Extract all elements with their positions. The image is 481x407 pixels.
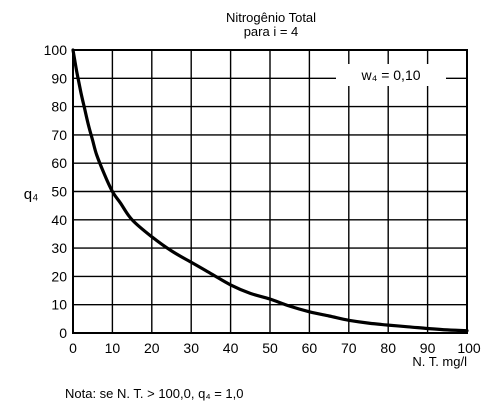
chart-subtitle: para i = 4	[244, 24, 299, 39]
q4-curve	[71, 48, 469, 333]
annotation-background	[336, 64, 446, 86]
chart-title: Nitrogênio Total	[226, 10, 316, 25]
x-tick-label: 40	[223, 340, 239, 356]
x-axis-label: N. T. mg/l	[412, 354, 467, 369]
weight-annotation: w₄ = 0,10	[360, 67, 420, 83]
x-tick-label: 60	[302, 340, 318, 356]
chart-note: Nota: se N. T. > 100,0, q₄ = 1,0	[65, 386, 244, 401]
y-tick-label: 50	[51, 184, 67, 200]
y-tick-label: 70	[51, 127, 67, 143]
x-tick-label: 70	[341, 340, 357, 356]
y-tick-label: 0	[59, 325, 67, 341]
y-tick-label: 30	[51, 240, 67, 256]
tick-labels: 0 10 20 30 40 50 60 70 80 90 100 0 10 20 30 40 50 60 70 80 9…	[44, 42, 481, 356]
x-tick-label: 100	[457, 340, 481, 356]
x-tick-label: 30	[183, 340, 199, 356]
y-tick-label: 80	[51, 99, 67, 115]
grid-lines	[72, 49, 468, 334]
y-tick-label: 60	[51, 155, 67, 171]
x-tick-label: 90	[420, 340, 436, 356]
x-tick-label: 10	[105, 340, 121, 356]
x-tick-label: 50	[262, 340, 278, 356]
y-tick-label: 20	[51, 268, 67, 284]
plot-frame	[72, 49, 468, 334]
y-tick-label: 40	[51, 212, 67, 228]
x-tick-label: 20	[144, 340, 160, 356]
x-tick-label: 80	[380, 340, 396, 356]
y-tick-label: 90	[51, 70, 67, 86]
y-axis-label: q₄	[24, 186, 38, 203]
x-tick-label: 0	[69, 340, 77, 356]
y-tick-label: 100	[44, 42, 68, 58]
y-tick-label: 10	[51, 297, 67, 313]
